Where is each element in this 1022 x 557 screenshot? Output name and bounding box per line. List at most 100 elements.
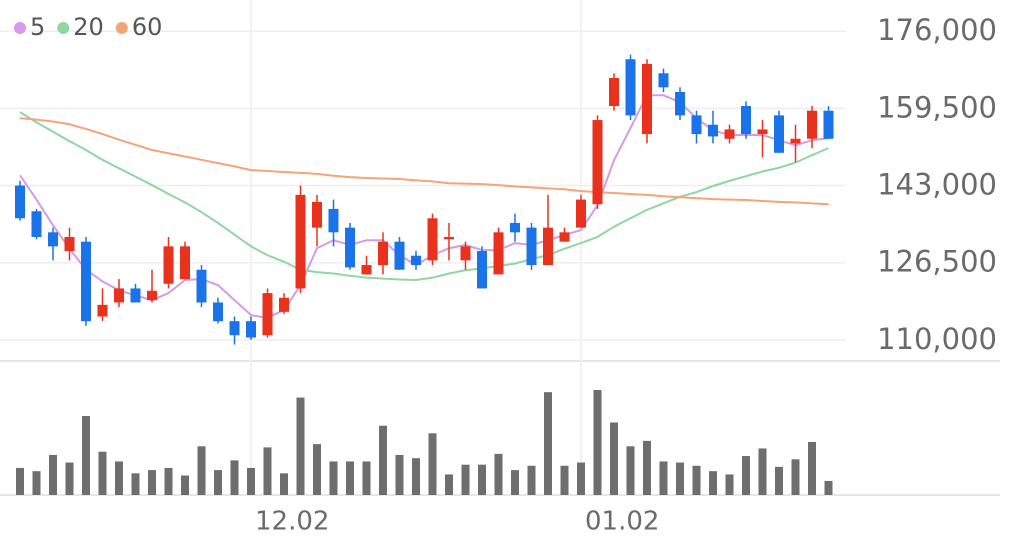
volume-bar bbox=[461, 464, 470, 495]
volume-bar bbox=[659, 461, 668, 495]
candle-body bbox=[378, 241, 388, 266]
volume-bar bbox=[131, 473, 140, 495]
volume-bar bbox=[313, 444, 321, 495]
volume-bar bbox=[115, 461, 123, 495]
legend-label: 60 bbox=[132, 13, 163, 41]
candle-body bbox=[295, 194, 306, 289]
volume-bar bbox=[676, 462, 684, 495]
candle-body bbox=[64, 236, 75, 252]
volume-bar bbox=[181, 475, 189, 495]
volume-bar bbox=[214, 470, 222, 495]
volume-bar bbox=[16, 467, 24, 495]
volume-bar bbox=[65, 462, 74, 495]
candle-body bbox=[31, 211, 42, 237]
candle-body bbox=[609, 77, 619, 107]
volume-bar bbox=[412, 458, 420, 495]
volume-bar bbox=[296, 397, 305, 495]
candle-body bbox=[345, 227, 355, 268]
volume-bar bbox=[280, 473, 288, 495]
y-tick-label: 176,000 bbox=[877, 13, 997, 47]
candle-body bbox=[724, 129, 735, 139]
moving-average-line bbox=[19, 94, 829, 319]
volume-bar bbox=[544, 392, 552, 495]
legend-swatch bbox=[115, 22, 128, 34]
candle-body bbox=[823, 110, 834, 139]
volume-bar bbox=[643, 440, 651, 495]
candle-body bbox=[361, 265, 372, 275]
candle-body bbox=[675, 91, 685, 116]
candle-body bbox=[625, 59, 636, 116]
candle-body bbox=[460, 246, 471, 261]
candle-body bbox=[180, 246, 190, 280]
candle-body bbox=[708, 124, 718, 137]
candle-body bbox=[510, 222, 520, 233]
candle-body bbox=[444, 236, 454, 240]
volume-bar bbox=[379, 425, 387, 495]
volume-bar bbox=[329, 461, 338, 495]
volume-bar bbox=[428, 433, 437, 495]
volume-bar bbox=[494, 453, 503, 495]
candle-body bbox=[526, 227, 537, 266]
candle-body bbox=[246, 321, 256, 338]
volume-bar bbox=[824, 480, 833, 495]
candle-body bbox=[559, 232, 570, 242]
candle-body bbox=[757, 129, 768, 135]
volume-bar bbox=[511, 470, 519, 495]
volume-bar bbox=[791, 459, 800, 495]
candle-body bbox=[807, 110, 817, 139]
volume-bar bbox=[742, 456, 750, 495]
volume-bar bbox=[758, 448, 767, 495]
candle-body bbox=[543, 227, 553, 266]
volume-bar bbox=[82, 415, 90, 495]
candle-body bbox=[774, 115, 784, 153]
candle-body bbox=[279, 297, 289, 312]
candle-body bbox=[81, 241, 91, 322]
x-tick-label: 12.02 bbox=[255, 507, 329, 537]
volume-bar bbox=[346, 461, 354, 495]
legend-label: 20 bbox=[73, 13, 104, 41]
volume-bar bbox=[560, 465, 569, 495]
volume-bar bbox=[626, 446, 635, 495]
candle-body bbox=[790, 138, 801, 144]
candle-body bbox=[48, 232, 58, 247]
candle-body bbox=[427, 218, 438, 261]
candle-body bbox=[229, 321, 240, 336]
volume-bar bbox=[230, 460, 239, 495]
candle-body bbox=[741, 106, 751, 135]
legend-swatch bbox=[14, 22, 26, 34]
x-tick-label: 01.02 bbox=[585, 507, 659, 537]
candle-body bbox=[312, 201, 322, 228]
candle-body bbox=[262, 293, 273, 336]
volume-bar bbox=[577, 462, 585, 495]
candle-body bbox=[642, 63, 652, 135]
volume-bar bbox=[709, 471, 717, 495]
volume-bar bbox=[197, 446, 206, 495]
volume-bar bbox=[164, 467, 173, 495]
candle-body bbox=[592, 120, 603, 205]
volume-bar bbox=[725, 474, 734, 495]
candle-body bbox=[658, 73, 669, 88]
y-tick-label: 143,000 bbox=[877, 168, 997, 202]
candle-body bbox=[691, 115, 702, 135]
volume-bar bbox=[692, 465, 701, 495]
volume-bar bbox=[527, 465, 536, 495]
volume-bar bbox=[247, 467, 255, 495]
candle-body bbox=[477, 251, 487, 289]
candle-body bbox=[147, 290, 157, 301]
y-tick-label: 110,000 bbox=[877, 322, 997, 356]
volume-bar bbox=[478, 464, 486, 495]
volume-bar bbox=[395, 454, 404, 495]
moving-average-line bbox=[19, 117, 829, 206]
y-tick-label: 126,500 bbox=[877, 245, 997, 279]
candle-body bbox=[394, 241, 405, 270]
volume-bar bbox=[445, 474, 453, 495]
candle-body bbox=[411, 255, 421, 266]
candle-body bbox=[163, 246, 174, 284]
legend-swatch bbox=[57, 22, 70, 34]
volume-bar bbox=[148, 470, 156, 495]
volume-bar bbox=[263, 447, 272, 495]
candle-body bbox=[15, 185, 25, 219]
volume-bar bbox=[49, 454, 57, 495]
volume-bar bbox=[98, 451, 107, 495]
